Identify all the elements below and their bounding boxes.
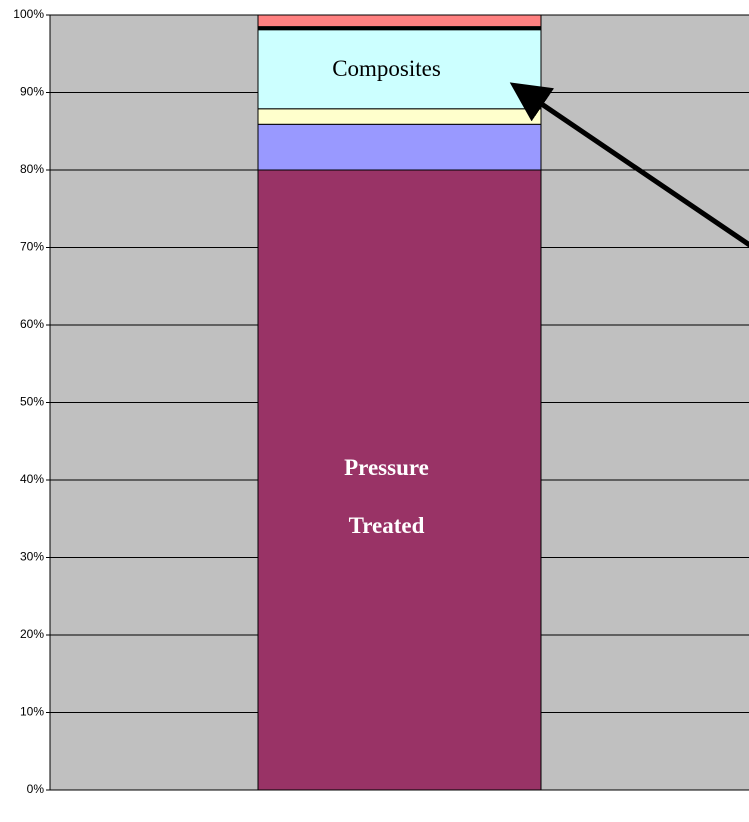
annotation-arrow [509, 82, 749, 248]
y-tick-label: 40% [20, 472, 44, 486]
plot-area: 0% 10% 20% 30% 40% 50% 60% 70% 80% 90% 100% [13, 7, 749, 796]
bar-segment [257, 14, 542, 28]
y-tick-label: 80% [20, 162, 44, 176]
y-tick-label: 90% [20, 85, 44, 99]
segment-label: Pressure Treated [344, 455, 429, 538]
bar-segment [257, 123, 542, 171]
bar-segment [257, 29, 542, 110]
y-tick-label: 20% [20, 627, 44, 641]
segment-label: Composites [332, 56, 441, 82]
annotations [509, 82, 749, 248]
y-tick-label: 100% [13, 7, 44, 21]
bar-segment [257, 169, 542, 791]
y-tick-label: 0% [27, 782, 45, 796]
y-tick-label: 10% [20, 705, 44, 719]
y-tick-label: 70% [20, 240, 44, 254]
bar-segment [257, 108, 542, 125]
y-tick-label: 30% [20, 550, 44, 564]
y-tick-label: 60% [20, 317, 44, 331]
y-tick-label: 50% [20, 395, 44, 409]
